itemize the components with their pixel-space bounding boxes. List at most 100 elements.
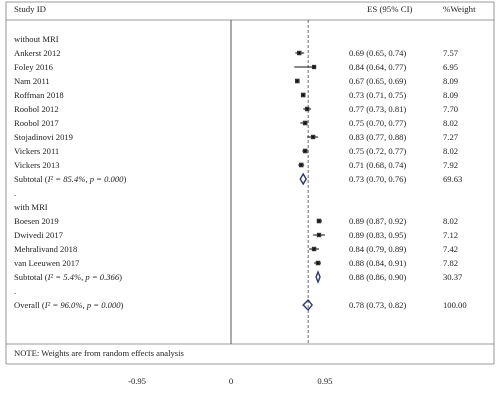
- weight-value: 8.09: [443, 76, 458, 86]
- group-row: without MRI: [14, 34, 59, 44]
- header-study: Study ID: [14, 4, 46, 14]
- weight-value: 8.02: [443, 118, 458, 128]
- study-row: Boesen 2019 0.89 (0.87, 0.92) 8.02: [14, 216, 458, 226]
- es-ci-value: 0.88 (0.86, 0.90): [349, 272, 406, 282]
- es-ci-value: 0.89 (0.83, 0.95): [349, 230, 406, 240]
- header-es: ES (95% CI): [367, 4, 413, 14]
- label-part: I² = 96.0%,: [44, 300, 87, 310]
- point-estimate: [313, 248, 315, 250]
- es-ci-value: 0.84 (0.79, 0.89): [349, 244, 406, 254]
- study-label: Roobol 2012: [14, 104, 59, 114]
- header-weight: %Weight: [443, 4, 476, 14]
- label-part: Overall (: [14, 300, 45, 310]
- pooled-diamond: [315, 270, 321, 284]
- study-label: Nam 2011: [14, 76, 50, 86]
- study-row: Dwivedi 2017 0.89 (0.83, 0.95) 7.12: [14, 230, 458, 240]
- weight-value: 8.09: [443, 90, 458, 100]
- label-part: ): [123, 174, 126, 184]
- weight-value: 7.70: [443, 104, 458, 114]
- overall-label: Overall (I² = 96.0%, p = 0.000): [14, 300, 124, 310]
- label-part: ): [119, 272, 122, 282]
- subtotal-label: Subtotal (I² = 5.4%, p = 0.366): [14, 272, 122, 282]
- es-ci-value: 0.77 (0.73, 0.81): [349, 104, 406, 114]
- label-part: p = 0.000: [89, 174, 124, 184]
- footnote: NOTE: Weights are from random effects an…: [14, 348, 185, 358]
- study-row: Roobol 2017 0.75 (0.70, 0.77) 8.02: [14, 118, 458, 128]
- separator-mark: .: [14, 286, 16, 296]
- group-label: with MRI: [14, 202, 48, 212]
- study-row: Roobol 2012 0.77 (0.73, 0.81) 7.70: [14, 104, 458, 114]
- weight-value: 7.12: [443, 230, 458, 240]
- sep-row: .: [14, 286, 16, 296]
- point-estimate: [312, 136, 314, 138]
- x-tick-label: -0.95: [128, 376, 146, 386]
- study-row: Vickers 2011 0.75 (0.72, 0.77) 8.02: [14, 146, 458, 156]
- pooled-diamond: [302, 298, 313, 312]
- study-label: Vickers 2011: [14, 146, 59, 156]
- group-label: without MRI: [14, 34, 59, 44]
- x-axis: -0.95 0 0.95: [128, 376, 332, 386]
- study-row: Ankerst 2012 0.69 (0.65, 0.74) 7.57: [14, 48, 459, 58]
- study-label: Foley 2016: [14, 62, 54, 72]
- weight-value: 6.95: [443, 62, 458, 72]
- point-estimate: [313, 66, 315, 68]
- study-label: van Leeuwen 2017: [14, 258, 80, 268]
- label-part: Subtotal (: [14, 272, 48, 282]
- point-estimate: [300, 164, 303, 166]
- label-part: p = 0.366: [84, 272, 119, 282]
- group-row: with MRI: [14, 202, 48, 212]
- es-ci-value: 0.67 (0.65, 0.69): [349, 76, 406, 86]
- es-ci-value: 0.73 (0.71, 0.75): [349, 90, 406, 100]
- point-estimate: [298, 52, 301, 54]
- plot-frame: [5, 1, 495, 365]
- es-ci-value: 0.88 (0.84, 0.91): [349, 258, 406, 268]
- es-ci-value: 0.71 (0.68, 0.74): [349, 160, 406, 170]
- x-tick-label: 0: [229, 376, 233, 386]
- weight-value: 8.02: [443, 216, 458, 226]
- weight-value: 69.63: [443, 174, 462, 184]
- weight-value: 7.27: [443, 132, 459, 142]
- study-row: Roffman 2018 0.73 (0.71, 0.75) 8.09: [14, 90, 458, 100]
- study-label: Mehralivand 2018: [14, 244, 77, 254]
- weight-value: 7.42: [443, 244, 458, 254]
- point-estimate: [318, 220, 320, 222]
- subtotal-row: Subtotal (I² = 5.4%, p = 0.366) 0.88 (0.8…: [14, 270, 463, 284]
- label-part: I² = 5.4%,: [47, 272, 86, 282]
- point-estimate: [306, 108, 309, 110]
- weight-value: 7.92: [443, 160, 458, 170]
- es-ci-value: 0.84 (0.64, 0.77): [349, 62, 406, 72]
- point-estimate: [304, 122, 307, 124]
- weight-value: 100.00: [443, 300, 467, 310]
- study-label: Stojadinovi 2019: [14, 132, 73, 142]
- es-ci-value: 0.83 (0.77, 0.88): [349, 132, 406, 142]
- separator-mark: .: [14, 188, 16, 198]
- study-row: van Leeuwen 2017 0.88 (0.84, 0.91) 7.82: [14, 258, 458, 268]
- point-estimate: [302, 94, 305, 96]
- study-label: Dwivedi 2017: [14, 230, 64, 240]
- subtotal-row: Subtotal (I² = 85.4%, p = 0.000) 0.73 (0.…: [14, 172, 462, 186]
- weight-value: 30.37: [443, 272, 463, 282]
- pooled-diamond: [299, 172, 307, 186]
- study-row: Nam 2011 0.67 (0.65, 0.69) 8.09: [14, 76, 458, 86]
- weight-value: 8.02: [443, 146, 458, 156]
- subtotal-label: Subtotal (I² = 85.4%, p = 0.000): [14, 174, 126, 184]
- overall-row: Overall (I² = 96.0%, p = 0.000) 0.78 (0.7…: [14, 298, 467, 312]
- study-label: Ankerst 2012: [14, 48, 61, 58]
- study-row: Foley 2016 0.84 (0.64, 0.77) 6.95: [14, 62, 458, 72]
- x-tick-label: 0.95: [317, 376, 332, 386]
- point-estimate: [296, 80, 299, 82]
- point-estimate: [317, 262, 319, 264]
- label-part: Subtotal (: [14, 174, 48, 184]
- es-ci-value: 0.75 (0.70, 0.77): [349, 118, 406, 128]
- label-part: ): [121, 300, 124, 310]
- study-row: Mehralivand 2018 0.84 (0.79, 0.89) 7.42: [14, 244, 458, 254]
- study-row: Vickers 2013 0.71 (0.68, 0.74) 7.92: [14, 160, 458, 170]
- es-ci-value: 0.89 (0.87, 0.92): [349, 216, 406, 226]
- study-label: Roobol 2017: [14, 118, 59, 128]
- study-label: Boesen 2019: [14, 216, 59, 226]
- point-estimate: [304, 150, 307, 152]
- label-part: I² = 85.4%,: [47, 174, 90, 184]
- study-row: Stojadinovi 2019 0.83 (0.77, 0.88) 7.27: [14, 132, 459, 142]
- weight-value: 7.82: [443, 258, 458, 268]
